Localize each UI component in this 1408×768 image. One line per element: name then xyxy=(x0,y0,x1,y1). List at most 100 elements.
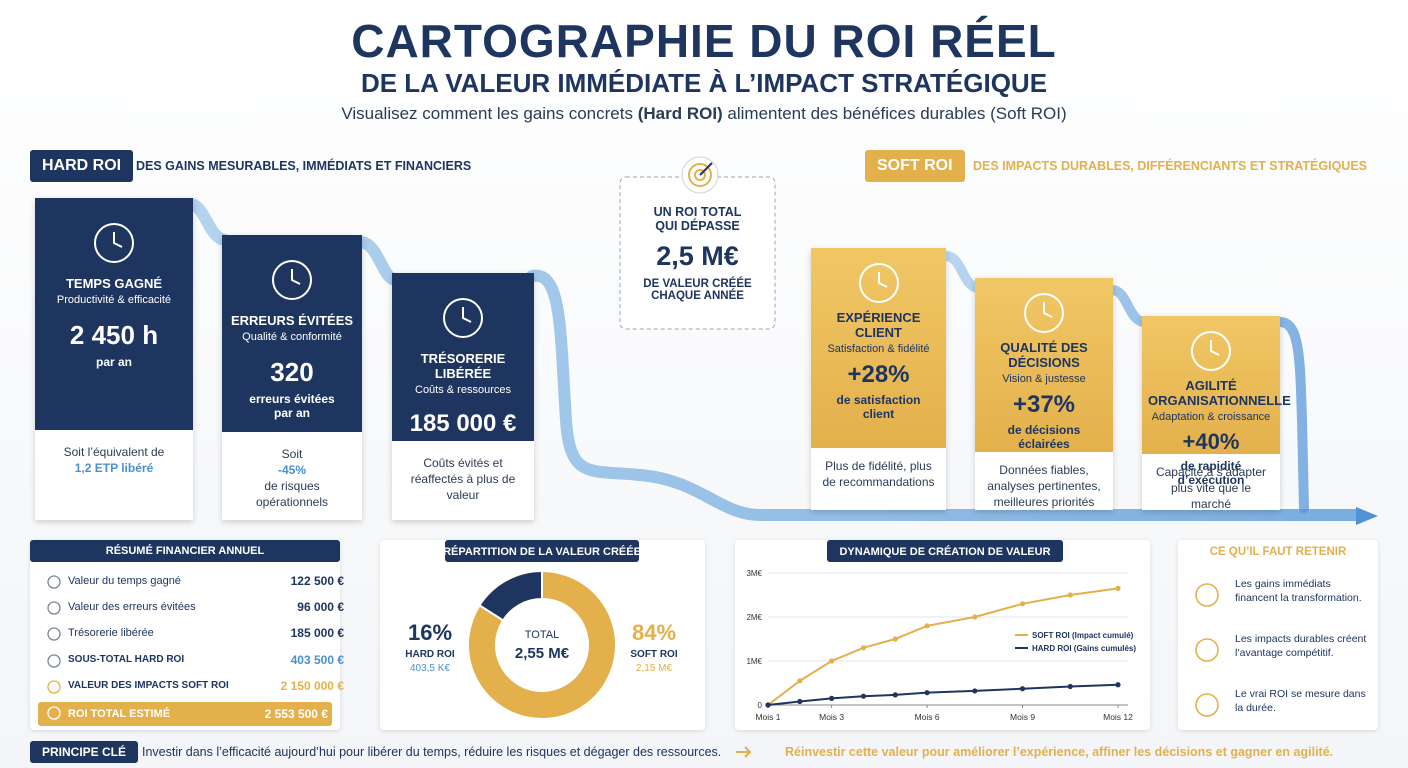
row-icon xyxy=(47,575,61,589)
icon-ring xyxy=(94,223,134,263)
icon-glyph xyxy=(291,269,301,285)
summary-value: 2 553 500 € xyxy=(264,707,328,721)
card-header: AGILITÉ ORGANISATIONNELLE Adaptation & cr… xyxy=(1142,316,1291,487)
stream xyxy=(184,198,1366,521)
summary-label: VALEUR DES IMPACTS SOFT ROI xyxy=(68,679,229,691)
takeaway-icon xyxy=(1195,583,1219,607)
note-text: Coûts évités et réaffectés à plus de val… xyxy=(410,456,516,502)
note-text: de risques opérationnels xyxy=(255,479,329,509)
card-value: +28% xyxy=(847,361,910,388)
icon-ring xyxy=(858,263,899,303)
card-header: QUALITÉ DES DÉCISIONS Vision & justesse +3… xyxy=(975,278,1113,452)
callout-intro: UN ROI TOTAL QUI DÉPASSE xyxy=(653,205,742,233)
takeaways-title: CE QU’IL FAUT RETENIR xyxy=(1209,546,1347,558)
summary-label: Trésorerie libérée xyxy=(68,627,154,640)
soft-badge: SOFT ROI xyxy=(865,150,965,182)
note-text: Données fiables, analyses pertinentes, m… xyxy=(987,463,1101,509)
card-title: QUALITÉ DES DÉCISIONS xyxy=(1000,340,1088,370)
tagline-bold: (Hard ROI) xyxy=(637,104,723,123)
title: CARTOGRAPHIE DU ROI RÉEL xyxy=(351,15,1057,67)
card-subtitle: Qualité & conformité xyxy=(242,331,342,343)
note-text: Soit xyxy=(281,447,303,461)
card-unit: erreurs évitées par an xyxy=(249,392,335,420)
card-icon xyxy=(1024,293,1064,333)
callout-outro: DE VALEUR CRÉÉE CHAQUE ANNÉE xyxy=(643,278,752,302)
card-value: 320 xyxy=(270,357,314,387)
card-header: TEMPS GAGNÉ Productivité & efficacité 2 45… xyxy=(35,198,193,430)
card-title: AGILITÉ ORGANISATIONNELLE xyxy=(1148,378,1291,408)
tagline-text: Visualisez comment les gains concrets xyxy=(341,104,638,123)
tagline-text: alimentent des bénéfices durables (Soft … xyxy=(722,104,1067,123)
summary-label: Valeur des erreurs évitées xyxy=(68,601,196,614)
row-icon xyxy=(47,653,61,668)
card-value: 2 450 h xyxy=(69,320,159,350)
soft-card: QUALITÉ DES DÉCISIONS Vision & justesse +3… xyxy=(975,278,1113,510)
card-title: EXPÉRIENCE CLIENT xyxy=(836,310,921,340)
card-value: +37% xyxy=(1012,391,1076,418)
summary-value: 185 000 € xyxy=(290,626,344,641)
row-icon-shape xyxy=(47,653,61,668)
row-icon xyxy=(47,706,61,720)
target-ring xyxy=(688,163,712,187)
note-highlight: 1,2 ETP libéré xyxy=(74,461,154,475)
callout-value: 2,5 M€ xyxy=(656,241,739,271)
card-unit: de rapidité d’exécution xyxy=(1177,459,1245,487)
card-subtitle: Vision & justesse xyxy=(1002,373,1086,385)
row-icon-shape xyxy=(47,601,61,615)
row-icon xyxy=(47,601,61,615)
row-icon-shape xyxy=(47,706,61,720)
summary-value: 122 500 € xyxy=(290,574,344,588)
card-header: EXPÉRIENCE CLIENT Satisfaction & fidélité… xyxy=(811,248,946,448)
row-icon xyxy=(47,627,61,642)
takeaway-icon xyxy=(1195,638,1219,662)
icon-glyph xyxy=(1210,340,1220,356)
summary-row: Valeur des erreurs évitées 96 000 € xyxy=(47,597,348,617)
takeaway-icon xyxy=(1195,693,1219,717)
card-icon xyxy=(1191,331,1231,371)
card-icon xyxy=(443,298,483,338)
row-icon xyxy=(47,680,61,694)
note-text: Plus de fidélité, plus de recommandation… xyxy=(822,459,935,489)
icon-glyph xyxy=(1043,302,1053,318)
takeaway-icon-shape xyxy=(1195,583,1219,607)
summary-label: SOUS-TOTAL HARD ROI xyxy=(68,653,185,665)
card-header: TRÉSORERIE LIBÉRÉE Coûts & ressources 185 … xyxy=(392,273,534,456)
target-ring xyxy=(694,169,706,181)
soft-caption: DES IMPACTS DURABLES, DIFFÉRENCIANTS ET … xyxy=(973,159,1368,173)
card-icon xyxy=(272,260,312,300)
footer-left: Investir dans l’efficacité aujourd’hui p… xyxy=(142,745,722,759)
hard-caption: DES GAINS MESURABLES, IMMÉDIATS ET FINAN… xyxy=(136,159,472,173)
soft-card: AGILITÉ ORGANISATIONNELLE Adaptation & cr… xyxy=(1142,316,1291,511)
summary-row: Trésorerie libérée 185 000 € xyxy=(47,623,348,643)
takeaway-text: Les gains immédiats financent la transfo… xyxy=(1235,578,1362,604)
card-note: Plus de fidélité, plus de recommandation… xyxy=(821,458,936,490)
row-icon-shape xyxy=(47,680,61,694)
takeaway-icon-shape xyxy=(1195,693,1219,717)
callout: UN ROI TOTAL QUI DÉPASSE 2,5 M€ DE VALEU… xyxy=(620,205,775,302)
footer-arrow xyxy=(736,746,752,758)
hard-card: ERREURS ÉVITÉES Qualité & conformité 320 er… xyxy=(222,235,362,520)
card-value: 185 000 € xyxy=(409,410,517,437)
hard-badge: HARD ROI xyxy=(30,150,134,182)
takeaways-panel: CE QU’IL FAUT RETENIR Les gains immédiat… xyxy=(1178,540,1378,730)
card-subtitle: Coûts & ressources xyxy=(415,384,511,396)
card-title: TEMPS GAGNÉ xyxy=(65,276,163,291)
summary-row: ROI TOTAL ESTIMÉ 2 553 500 € xyxy=(38,702,332,726)
donut-panel xyxy=(380,540,705,730)
summary-label: ROI TOTAL ESTIMÉ xyxy=(68,708,171,720)
flow-arrow xyxy=(1356,507,1378,525)
card-title: TRÉSORERIE LIBÉRÉE xyxy=(420,351,506,381)
icon-glyph xyxy=(113,232,123,248)
row-icon-shape xyxy=(47,575,61,589)
card-header: ERREURS ÉVITÉES Qualité & conformité 320 er… xyxy=(222,235,362,432)
tagline: Visualisez comment les gains concrets (H… xyxy=(0,104,1408,124)
target-dart xyxy=(699,162,713,176)
soft-card: EXPÉRIENCE CLIENT Satisfaction & fidélité… xyxy=(811,248,946,510)
stream xyxy=(941,251,1309,513)
card-unit: par an xyxy=(95,355,132,369)
row-icon-shape xyxy=(47,627,61,642)
hard-card: TRÉSORERIE LIBÉRÉE Coûts & ressources 185 … xyxy=(392,273,534,520)
card-subtitle: Satisfaction & fidélité xyxy=(827,343,930,355)
subtitle: DE LA VALEUR IMMÉDIATE À L’IMPACT STRATÉ… xyxy=(360,68,1048,98)
